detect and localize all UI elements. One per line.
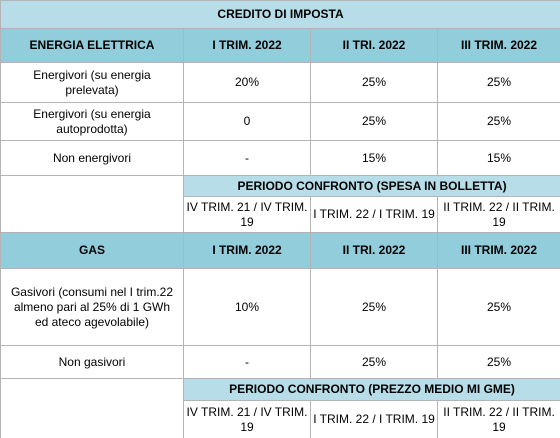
rate-cell: 0 (183, 102, 311, 141)
period-cell: IV TRIM. 21 / IV TRIM. 19 (183, 196, 311, 233)
section-header-cell: I TRIM. 2022 (183, 232, 311, 269)
table-row: IV TRIM. 21 / IV TRIM. 19 I TRIM. 22 / I … (1, 196, 560, 233)
rate-cell: 10% (183, 268, 311, 346)
table-row: Energivori (su energia autoprodotta) 0 25%… (0, 102, 560, 141)
table-row: GAS I TRIM. 2022 II TRI. 2022 III TRIM. 202… (0, 232, 560, 269)
rate-cell: 25% (436, 102, 560, 141)
table-row: PERIODO CONFRONTO (PREZZO MEDIO MI GME) (0, 378, 560, 438)
table-row: ENERGIA ELETTRICA I TRIM. 2022 II TRI. 202… (0, 28, 560, 63)
rate-cell: 20% (183, 62, 311, 103)
blank-cell (0, 378, 184, 438)
section-header-cell: III TRIM. 2022 (436, 28, 560, 63)
rate-cell: 25% (310, 62, 438, 103)
table-row: Gasivori (consumi nel I trim.22 almeno p… (0, 268, 560, 346)
row-label: Energivori (su energia prelevata) (0, 62, 184, 103)
period-title: PERIODO CONFRONTO (SPESA IN BOLLETTA) (182, 175, 560, 197)
section-header-cell: GAS (0, 232, 184, 269)
rate-cell: 25% (310, 268, 438, 346)
section-header-cell: II TRI. 2022 (310, 28, 438, 63)
period-cell: II TRIM. 22 / II TRIM. 19 (436, 196, 560, 233)
blank-cell (0, 175, 184, 233)
section-header-cell: I TRIM. 2022 (183, 28, 311, 63)
row-label: Non gasivori (0, 345, 184, 379)
section-header-cell: III TRIM. 2022 (436, 232, 560, 269)
table-row: Non energivori -15% 15% (0, 140, 560, 176)
rate-cell: 25% (436, 62, 560, 103)
rate-cell: - (183, 345, 311, 379)
table-row: Energivori (su energia prelevata) 20% 25% 2… (0, 62, 560, 103)
row-label: Energivori (su energia autoprodotta) (0, 102, 184, 141)
table-row: IV TRIM. 21 / IV TRIM. 19 I TRIM. 22 / I … (1, 400, 560, 438)
period-cell: IV TRIM. 21 / IV TRIM. 19 (183, 400, 311, 438)
rate-cell: 15% (436, 140, 560, 176)
rate-cell: 25% (436, 268, 560, 346)
rate-cell: 25% (310, 102, 438, 141)
section-header-cell: ENERGIA ELETTRICA (0, 28, 184, 63)
section-header-cell: II TRI. 2022 (310, 232, 438, 269)
table-row: PERIODO CONFRONTO (SPESA IN BOLLETTA) (0, 175, 560, 233)
rate-cell: 15% (310, 140, 438, 176)
table-row: Non gasivori -25% 25% (0, 345, 560, 379)
period-cell: II TRIM. 22 / II TRIM. 19 (436, 400, 560, 438)
row-label: Non energivori (0, 140, 184, 176)
period-cell: I TRIM. 22 / I TRIM. 19 (310, 400, 438, 438)
rate-cell: 25% (436, 345, 560, 379)
rate-cell: - (183, 140, 311, 176)
period-title: PERIODO CONFRONTO (PREZZO MEDIO MI GME) (182, 378, 560, 401)
rate-cell: 25% (310, 345, 438, 379)
period-cell: I TRIM. 22 / I TRIM. 19 (310, 196, 438, 233)
row-label: Gasivori (consumi nel I trim.22 almeno p… (0, 268, 184, 346)
table-title: CREDITO DI IMPOSTA (0, 0, 560, 29)
